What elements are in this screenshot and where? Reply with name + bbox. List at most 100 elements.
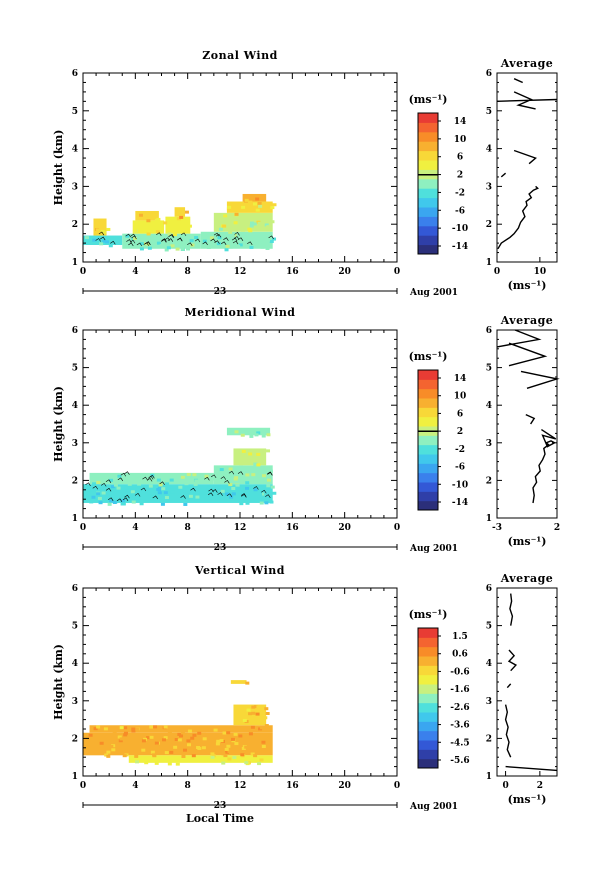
panel-title: Meridional Wind	[184, 306, 295, 319]
data-speckle	[96, 492, 101, 496]
data-speckle	[180, 475, 185, 479]
data-speckle	[244, 745, 249, 749]
data-speckle	[120, 502, 125, 506]
data-cell	[230, 680, 247, 684]
data-speckle	[119, 737, 124, 741]
data-speckle	[228, 483, 233, 487]
data-cell	[89, 472, 214, 485]
data-speckle	[93, 727, 98, 731]
profile-x-axis-label: (ms⁻¹)	[508, 793, 547, 806]
y-tick-label: 5	[72, 107, 78, 117]
data-speckle	[269, 500, 274, 504]
data-speckle	[253, 462, 258, 466]
data-speckle	[106, 750, 111, 754]
zero-contour	[217, 492, 223, 496]
data-speckle	[154, 761, 159, 765]
data-speckle	[154, 218, 159, 222]
zero-contour	[204, 476, 210, 481]
data-speckle	[161, 487, 166, 491]
data-speckle	[108, 244, 113, 248]
profile-x-tick-label: 0	[494, 267, 500, 277]
colorbar-tick-label: 1.5	[452, 632, 468, 642]
zero-contour	[224, 479, 230, 484]
data-speckle	[160, 502, 165, 506]
data-speckle	[245, 481, 250, 485]
data-speckle	[218, 227, 223, 231]
data-speckle	[266, 433, 271, 437]
profile-line	[507, 649, 518, 672]
y-tick-label: 1	[72, 514, 78, 524]
colorbar-tick-label: -3.6	[450, 721, 469, 731]
data-speckle	[236, 469, 241, 473]
data-speckle	[208, 481, 213, 485]
data-speckle	[189, 239, 194, 243]
y-tick-label: 5	[72, 622, 78, 632]
data-speckle	[210, 752, 215, 756]
data-speckle	[141, 739, 146, 743]
x-tick-label: 20	[338, 267, 351, 277]
profile-y-tick-label: 1	[486, 514, 492, 524]
data-speckle	[191, 754, 196, 758]
zero-contour	[117, 477, 124, 482]
colorbar-frame	[417, 369, 439, 511]
data-speckle	[266, 238, 271, 242]
data-speckle	[175, 225, 180, 229]
zero-contour	[223, 237, 229, 241]
colorbar-tick-label: -2	[455, 445, 465, 455]
x-tick-label: 20	[338, 781, 351, 791]
date-label: Aug 2001	[409, 544, 458, 554]
data-speckle	[230, 225, 235, 229]
profile-title: Average	[500, 57, 554, 70]
data-speckle	[134, 497, 139, 501]
colorbar-tick-label: 6	[457, 153, 463, 163]
data-speckle	[219, 739, 224, 743]
data-speckle	[266, 484, 271, 488]
colorbar-band	[418, 216, 438, 227]
data-speckle	[167, 762, 172, 766]
profile-line	[497, 185, 539, 250]
data-speckle	[184, 218, 189, 222]
data-speckle	[241, 746, 246, 750]
data-speckle	[181, 754, 186, 758]
zero-contour	[143, 242, 149, 246]
data-speckle	[249, 434, 254, 438]
colorbar-band	[418, 150, 438, 161]
data-speckle	[229, 490, 234, 494]
zero-contour	[265, 494, 271, 498]
colorbar-tick-label: -2.6	[450, 703, 469, 713]
zero-contour	[130, 233, 136, 238]
data-speckle	[143, 743, 148, 747]
data-speckle	[241, 757, 246, 761]
colorbar-unit: (ms⁻¹)	[409, 350, 448, 363]
x-axis-label: Local Time	[186, 812, 254, 825]
colorbar-tick-label: 0.6	[452, 650, 468, 660]
data-speckle	[263, 716, 268, 720]
data-speckle	[166, 246, 171, 250]
colorbar-band	[418, 235, 438, 246]
data-speckle	[123, 726, 128, 730]
profile-line	[513, 78, 523, 84]
data-speckle	[261, 744, 266, 748]
colorbar-band	[418, 188, 438, 199]
data-speckle	[125, 234, 130, 238]
data-speckle	[231, 492, 236, 496]
data-speckle	[202, 476, 207, 480]
data-speckle	[182, 748, 187, 752]
data-speckle	[92, 238, 97, 242]
data-speckle	[256, 452, 261, 456]
zero-contour	[134, 492, 141, 497]
zero-contour	[129, 239, 136, 244]
profile-title: Average	[500, 314, 554, 327]
data-speckle	[124, 486, 129, 490]
data-speckle	[179, 734, 184, 738]
data-speckle	[106, 227, 111, 231]
data-speckle	[252, 451, 257, 455]
zero-contour	[267, 471, 273, 476]
data-speckle	[227, 749, 232, 753]
zero-contour	[124, 471, 130, 475]
data-speckle	[152, 753, 157, 757]
zero-contour	[233, 236, 240, 240]
data-speckle	[253, 754, 258, 758]
data-speckle	[176, 217, 181, 221]
colorbar-tick-label: -1.6	[450, 685, 469, 695]
